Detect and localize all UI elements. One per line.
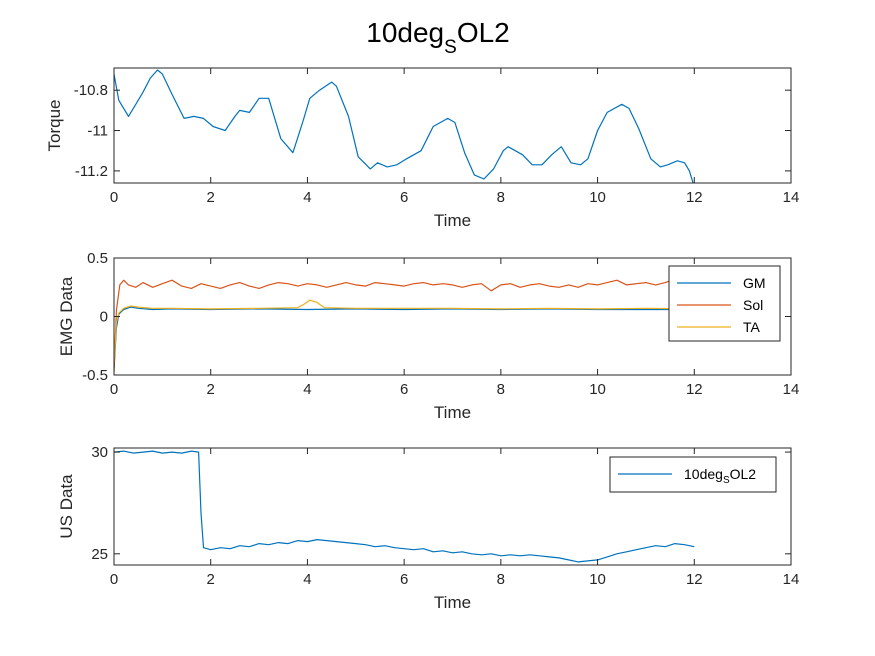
us-ylabel: US Data bbox=[57, 474, 76, 539]
emg-legend-label: TA bbox=[743, 319, 761, 335]
emg-legend-box bbox=[668, 265, 781, 342]
us-legend-label: 10degSOL2 bbox=[684, 466, 756, 486]
us-axes: 0 2 4 6 8 10 12 14 30 25 Time US Data 10degSOL2 bbox=[57, 444, 799, 612]
emg-ytick-label: 0 bbox=[100, 309, 108, 326]
torque-xtick-label: 2 bbox=[207, 189, 215, 206]
emg-series-group bbox=[114, 277, 743, 373]
us-xtick-label: 6 bbox=[400, 571, 408, 588]
emg-xtick-label: 14 bbox=[783, 381, 800, 398]
torque-ylabel: Torque bbox=[45, 100, 64, 152]
torque-xtick-label: 0 bbox=[110, 189, 118, 206]
torque-xtick-label: 12 bbox=[686, 189, 703, 206]
torque-ytick-label: -11 bbox=[87, 123, 108, 140]
us-axes-box bbox=[113, 447, 792, 566]
emg-legend-label: GM bbox=[743, 275, 766, 291]
torque-axes-box bbox=[113, 67, 792, 184]
axes-layer: 0 2 4 6 8 10 12 14 -10.8 -11 -11.2 Time Torque 0 2 4 6 8 1… bbox=[45, 67, 800, 612]
torque-ytick-label: -11.2 bbox=[75, 163, 108, 180]
us-legend: 10degSOL2 bbox=[609, 456, 777, 493]
us-xtick-label: 0 bbox=[110, 571, 118, 588]
emg-legend-label: Sol bbox=[743, 297, 763, 313]
emg-ylabel: EMG Data bbox=[57, 276, 76, 356]
us-xtick-label: 10 bbox=[589, 571, 606, 588]
emg-ytick-label: 0.5 bbox=[87, 250, 108, 267]
torque-series-group bbox=[114, 69, 694, 183]
us-line-10degsol2 bbox=[114, 450, 695, 563]
emg-xlabel: Time bbox=[434, 403, 471, 422]
us-ytick-label: 30 bbox=[91, 444, 108, 461]
torque-line-series-0 bbox=[114, 69, 694, 183]
emg-xtick-label: 0 bbox=[110, 381, 118, 398]
us-xtick-label: 14 bbox=[783, 571, 800, 588]
emg-xtick-label: 2 bbox=[207, 381, 215, 398]
emg-xtick-label: 6 bbox=[400, 381, 408, 398]
us-xlabel: Time bbox=[434, 593, 471, 612]
us-xtick-label: 2 bbox=[207, 571, 215, 588]
torque-xlabel: Time bbox=[434, 211, 471, 230]
title-tail: OL2 bbox=[457, 17, 510, 48]
us-xtick-label: 8 bbox=[497, 571, 505, 588]
emg-xtick-label: 4 bbox=[303, 381, 311, 398]
figure-title: 10degSOL2 bbox=[366, 17, 510, 58]
emg-xtick-label: 12 bbox=[686, 381, 703, 398]
emg-line-sol bbox=[114, 277, 743, 373]
torque-axes: 0 2 4 6 8 10 12 14 -10.8 -11 -11.2 Time Torque bbox=[45, 67, 800, 230]
torque-xtick-label: 14 bbox=[783, 189, 800, 206]
torque-ytick-label: -10.8 bbox=[74, 82, 108, 99]
title-main: 10deg bbox=[366, 17, 444, 48]
emg-line-gm bbox=[114, 306, 743, 370]
us-xtick-label: 4 bbox=[303, 571, 311, 588]
us-xtick-label: 12 bbox=[686, 571, 703, 588]
torque-xtick-label: 8 bbox=[497, 189, 505, 206]
torque-xtick-label: 6 bbox=[400, 189, 408, 206]
torque-xtick-label: 4 bbox=[303, 189, 311, 206]
emg-xtick-label: 10 bbox=[589, 381, 606, 398]
us-series-group bbox=[114, 450, 695, 563]
torque-xtick-label: 10 bbox=[589, 189, 606, 206]
emg-ytick-label: -0.5 bbox=[82, 367, 108, 384]
emg-line-ta bbox=[114, 299, 743, 364]
us-ytick-label: 25 bbox=[91, 546, 108, 563]
title-subscript: S bbox=[444, 37, 457, 58]
emg-xtick-label: 8 bbox=[497, 381, 505, 398]
emg-legend: GM Sol TA bbox=[668, 265, 781, 342]
